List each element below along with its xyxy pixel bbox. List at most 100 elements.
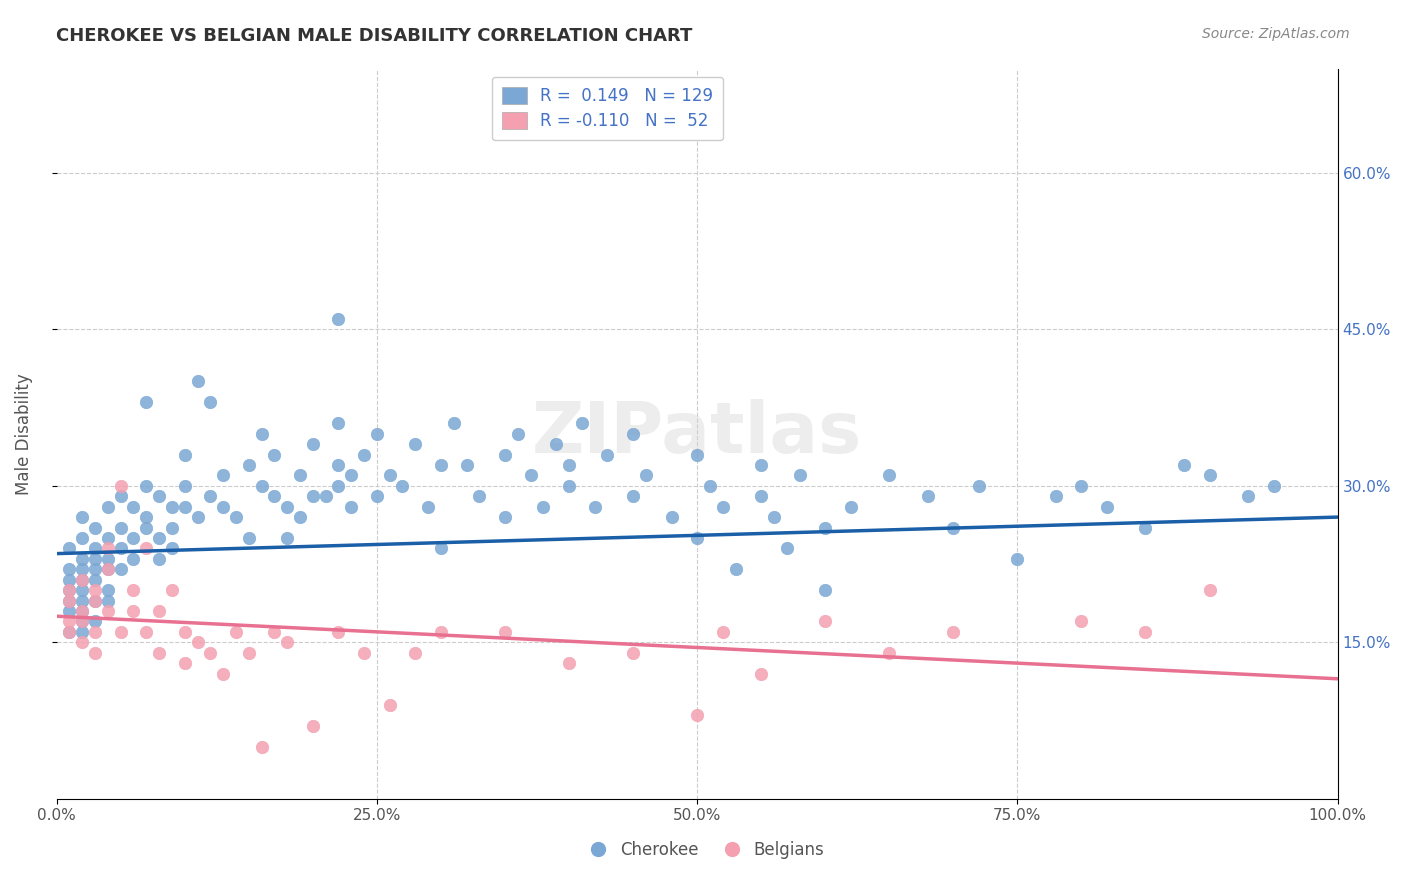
Text: ZIPatlas: ZIPatlas bbox=[531, 399, 862, 468]
Point bbox=[621, 489, 644, 503]
Point bbox=[494, 510, 516, 524]
Point bbox=[789, 468, 811, 483]
Point bbox=[340, 500, 363, 514]
Point bbox=[288, 468, 311, 483]
Point bbox=[749, 666, 772, 681]
Point bbox=[70, 635, 93, 649]
Point bbox=[148, 646, 170, 660]
Point bbox=[301, 437, 323, 451]
Point bbox=[70, 573, 93, 587]
Point bbox=[58, 624, 80, 639]
Point bbox=[1070, 479, 1092, 493]
Point bbox=[84, 646, 107, 660]
Point bbox=[288, 510, 311, 524]
Point bbox=[263, 624, 285, 639]
Point bbox=[200, 489, 222, 503]
Point bbox=[749, 489, 772, 503]
Point bbox=[70, 531, 93, 545]
Point bbox=[97, 562, 120, 576]
Point bbox=[558, 479, 581, 493]
Point bbox=[250, 426, 273, 441]
Point bbox=[814, 615, 837, 629]
Point bbox=[84, 541, 107, 556]
Point bbox=[135, 510, 157, 524]
Point bbox=[378, 468, 401, 483]
Point bbox=[404, 646, 426, 660]
Text: CHEROKEE VS BELGIAN MALE DISABILITY CORRELATION CHART: CHEROKEE VS BELGIAN MALE DISABILITY CORR… bbox=[56, 27, 693, 45]
Point bbox=[814, 583, 837, 598]
Point bbox=[186, 375, 208, 389]
Point bbox=[70, 615, 93, 629]
Point bbox=[70, 593, 93, 607]
Point bbox=[110, 489, 132, 503]
Point bbox=[110, 562, 132, 576]
Point bbox=[58, 615, 80, 629]
Point bbox=[301, 719, 323, 733]
Point bbox=[353, 646, 375, 660]
Point bbox=[276, 635, 298, 649]
Point bbox=[686, 531, 709, 545]
Point bbox=[58, 593, 80, 607]
Point bbox=[84, 520, 107, 534]
Point bbox=[378, 698, 401, 712]
Point bbox=[148, 551, 170, 566]
Point bbox=[58, 583, 80, 598]
Point bbox=[839, 500, 862, 514]
Point bbox=[122, 604, 145, 618]
Point bbox=[122, 551, 145, 566]
Point bbox=[1135, 624, 1157, 639]
Point bbox=[1045, 489, 1067, 503]
Point bbox=[1173, 458, 1195, 472]
Point bbox=[212, 468, 235, 483]
Point bbox=[1263, 479, 1285, 493]
Point bbox=[110, 541, 132, 556]
Point bbox=[301, 489, 323, 503]
Point bbox=[70, 624, 93, 639]
Point bbox=[250, 479, 273, 493]
Point bbox=[70, 604, 93, 618]
Point bbox=[110, 520, 132, 534]
Point bbox=[404, 437, 426, 451]
Point bbox=[200, 646, 222, 660]
Legend: R =  0.149   N = 129, R = -0.110   N =  52: R = 0.149 N = 129, R = -0.110 N = 52 bbox=[492, 77, 723, 140]
Point bbox=[877, 646, 900, 660]
Point bbox=[1007, 551, 1029, 566]
Point bbox=[430, 541, 453, 556]
Point bbox=[97, 583, 120, 598]
Point bbox=[135, 624, 157, 639]
Point bbox=[315, 489, 337, 503]
Point bbox=[238, 531, 260, 545]
Point bbox=[70, 604, 93, 618]
Point bbox=[328, 458, 350, 472]
Point bbox=[877, 468, 900, 483]
Point bbox=[340, 468, 363, 483]
Point bbox=[58, 593, 80, 607]
Point bbox=[430, 458, 453, 472]
Point bbox=[661, 510, 683, 524]
Point bbox=[84, 593, 107, 607]
Point bbox=[276, 500, 298, 514]
Point bbox=[70, 510, 93, 524]
Point bbox=[328, 624, 350, 639]
Point bbox=[762, 510, 785, 524]
Point bbox=[97, 500, 120, 514]
Point bbox=[84, 551, 107, 566]
Point bbox=[58, 624, 80, 639]
Point bbox=[571, 416, 593, 430]
Point bbox=[583, 500, 606, 514]
Legend: Cherokee, Belgians: Cherokee, Belgians bbox=[575, 835, 831, 866]
Point bbox=[84, 562, 107, 576]
Point bbox=[686, 448, 709, 462]
Point bbox=[942, 520, 965, 534]
Point bbox=[699, 479, 721, 493]
Point bbox=[58, 573, 80, 587]
Point bbox=[122, 500, 145, 514]
Point bbox=[58, 604, 80, 618]
Point bbox=[506, 426, 529, 441]
Point bbox=[430, 624, 453, 639]
Point bbox=[160, 541, 183, 556]
Point bbox=[634, 468, 657, 483]
Point bbox=[200, 395, 222, 409]
Point bbox=[724, 562, 747, 576]
Point bbox=[122, 531, 145, 545]
